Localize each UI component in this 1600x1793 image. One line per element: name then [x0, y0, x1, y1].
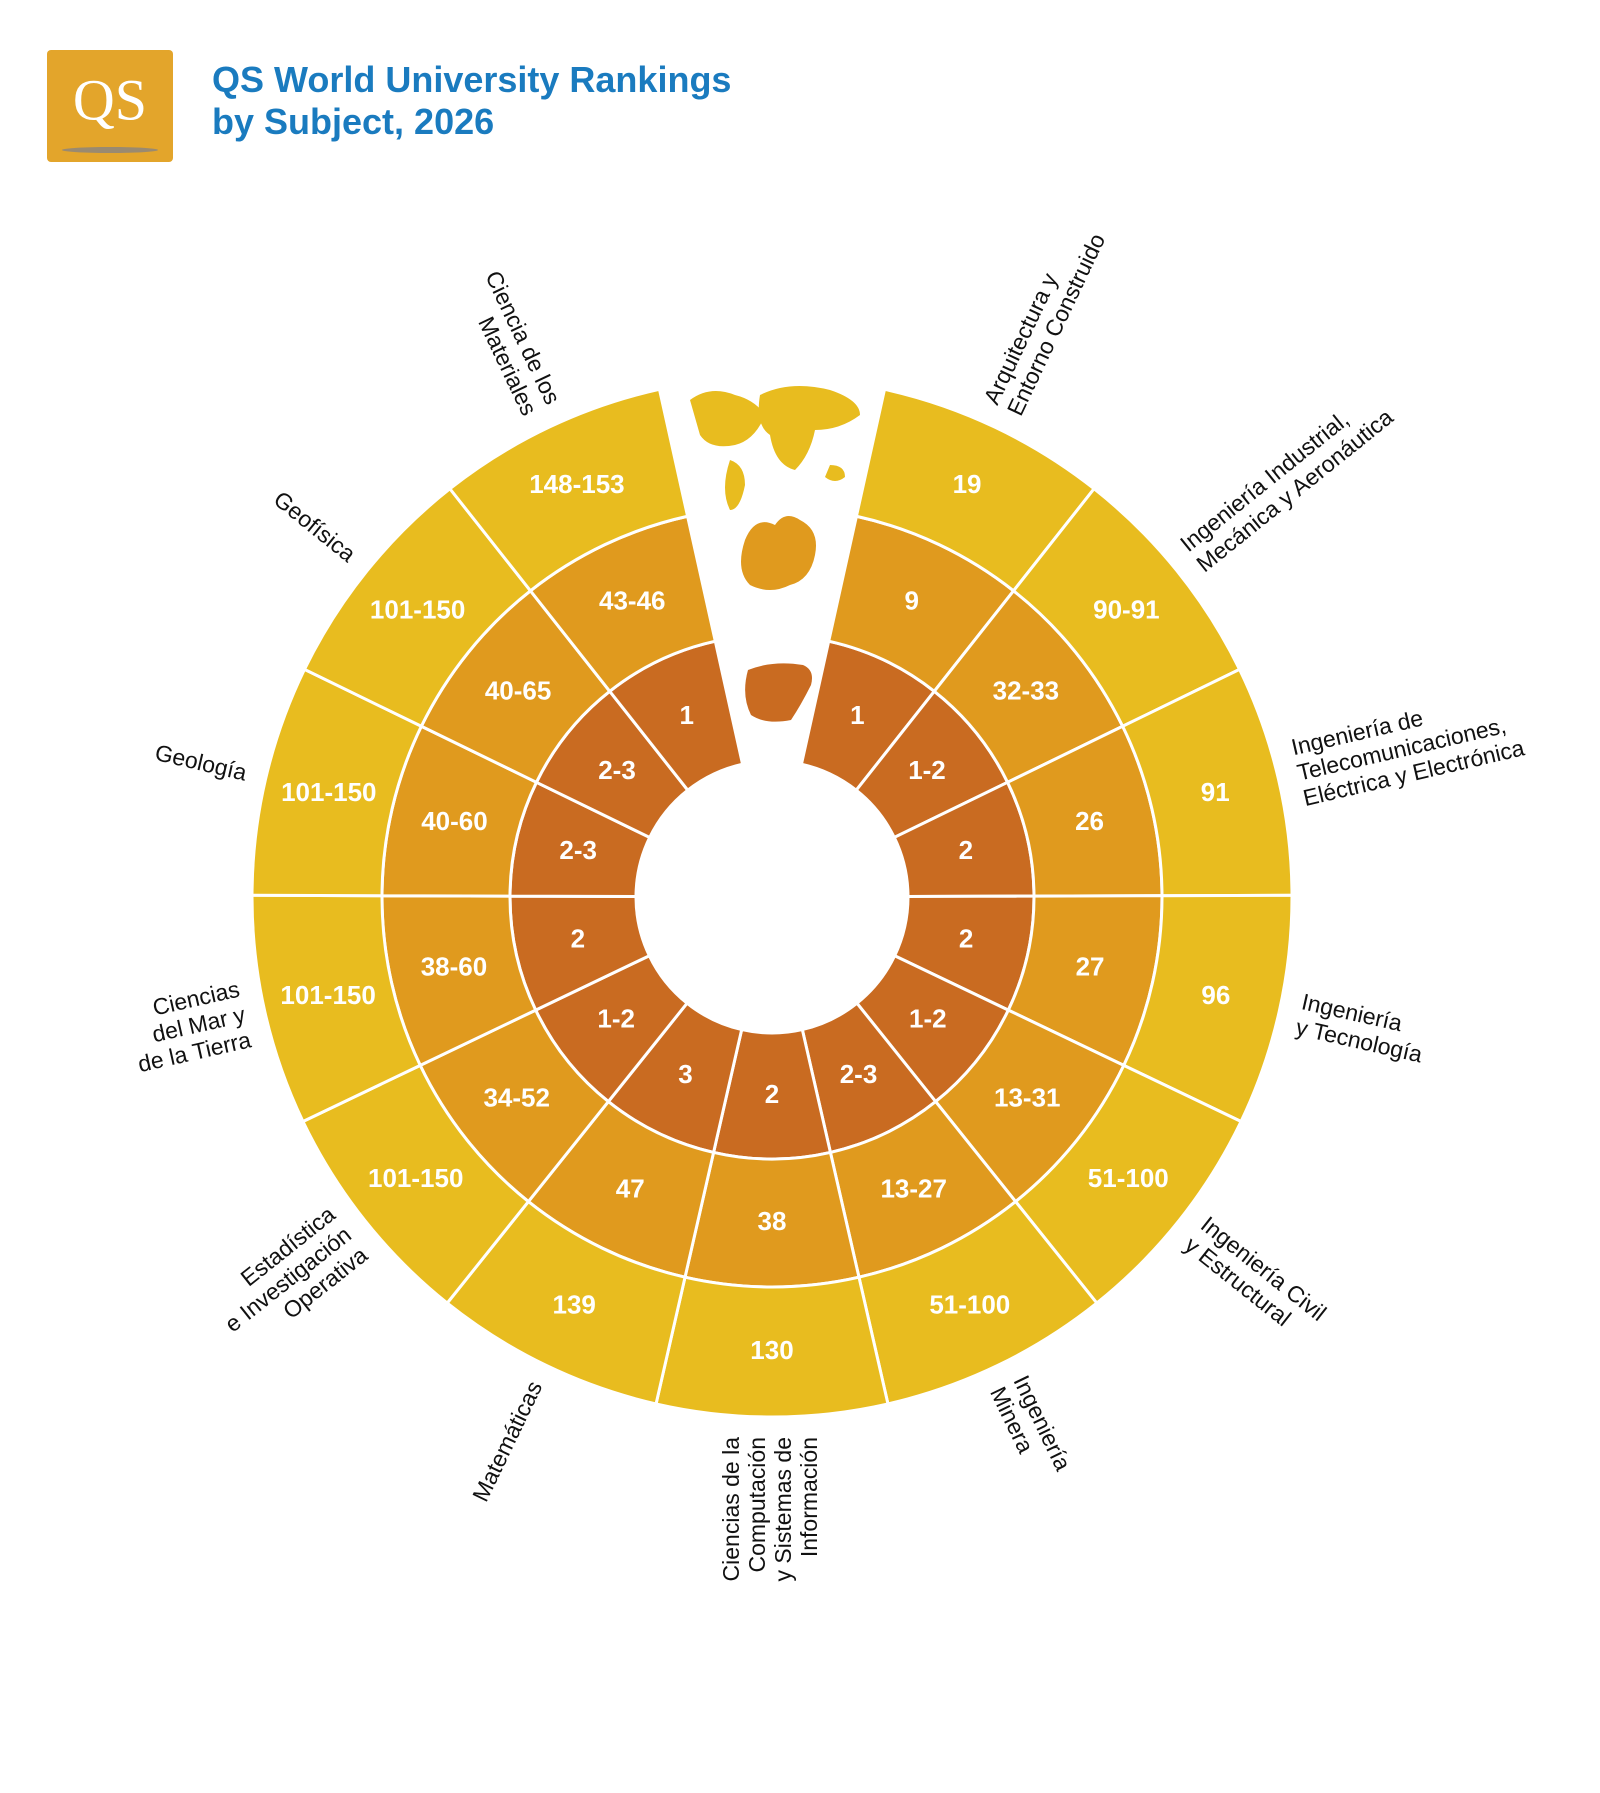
rank-spain: 2: [571, 924, 585, 954]
rank-europe: 43-46: [599, 585, 666, 615]
subject-label-line: Matemáticas: [467, 1377, 547, 1506]
rank-europe: 38: [758, 1206, 787, 1236]
rank-world: 51-100: [1088, 1163, 1169, 1193]
europe-map: [741, 516, 816, 590]
rank-spain: 2: [959, 835, 973, 865]
subject-label-line: Computación: [744, 1437, 770, 1573]
rank-world: 90-91: [1093, 594, 1160, 624]
rank-europe: 27: [1076, 952, 1105, 982]
rank-spain: 1: [850, 700, 864, 730]
subject-label-line: Geofísica: [269, 486, 361, 567]
rank-europe: 26: [1075, 806, 1104, 836]
rank-spain: 3: [678, 1059, 692, 1089]
rank-europe: 9: [905, 585, 919, 615]
rank-europe: 38-60: [421, 952, 488, 982]
subject-label-line: Mecánica y Aeronáutica: [1191, 404, 1398, 578]
rank-world: 101-150: [370, 594, 465, 624]
rank-world: 139: [552, 1290, 595, 1320]
subject-label-line: Ingeniería Industrial,: [1175, 406, 1354, 557]
rank-world: 51-100: [929, 1290, 1010, 1320]
subject-label-line: Información: [796, 1437, 822, 1557]
rank-world: 19: [953, 469, 982, 499]
rank-world: 101-150: [281, 777, 376, 807]
title-line: by Subject, 2026: [212, 101, 494, 142]
subject-label-line: Ciencias de la: [718, 1437, 744, 1582]
rank-spain: 1-2: [909, 1004, 947, 1034]
logo-text: QS: [73, 67, 147, 132]
subject-label-line: y Sistemas de: [770, 1437, 796, 1581]
rank-world: 91: [1201, 777, 1230, 807]
ring-segment: [447, 387, 690, 593]
rank-spain: 1-2: [597, 1004, 635, 1034]
rank-europe: 13-31: [994, 1083, 1061, 1113]
rank-spain: 1-2: [908, 755, 946, 785]
rank-spain: 1: [679, 700, 693, 730]
rank-spain: 2: [765, 1079, 779, 1109]
maps: [690, 386, 860, 722]
logo-box: [47, 50, 173, 162]
rank-spain: 2-3: [840, 1059, 878, 1089]
subject-label: Ciencias de la Computación y Sistemas de In…: [718, 1437, 822, 1582]
rank-europe: 32-33: [993, 675, 1060, 705]
rank-spain: 2-3: [559, 835, 597, 865]
rank-europe: 47: [616, 1173, 645, 1203]
world-map: [690, 386, 860, 510]
logo: QS: [47, 50, 173, 162]
subject-label: Geofísica: [269, 486, 361, 567]
rank-world: 101-150: [280, 980, 375, 1010]
spain-map: [745, 663, 812, 722]
rank-europe: 34-52: [483, 1083, 550, 1113]
rank-europe: 40-65: [485, 675, 552, 705]
logo-shadow: [62, 147, 158, 153]
rings: [250, 387, 1294, 1419]
rank-europe: 13-27: [880, 1173, 947, 1203]
rank-world: 101-150: [368, 1163, 463, 1193]
subject-label-line: Geología: [153, 739, 250, 785]
rank-world: 148-153: [529, 469, 624, 499]
subject-label: Matemáticas: [467, 1377, 547, 1506]
subject-label: Geología: [153, 739, 250, 785]
rank-world: 96: [1201, 980, 1230, 1010]
rank-europe: 40-60: [421, 806, 488, 836]
rank-spain: 2: [959, 924, 973, 954]
rank-world: 130: [750, 1335, 793, 1365]
rank-spain: 2-3: [598, 755, 636, 785]
title-line: QS World University Rankings: [212, 59, 731, 100]
subject-label: Ingeniería deTelecomunicaciones,Eléctric…: [1289, 705, 1527, 811]
subject-label: Ingeniería Industrial,Mecánica y Aeronáu…: [1175, 404, 1398, 578]
